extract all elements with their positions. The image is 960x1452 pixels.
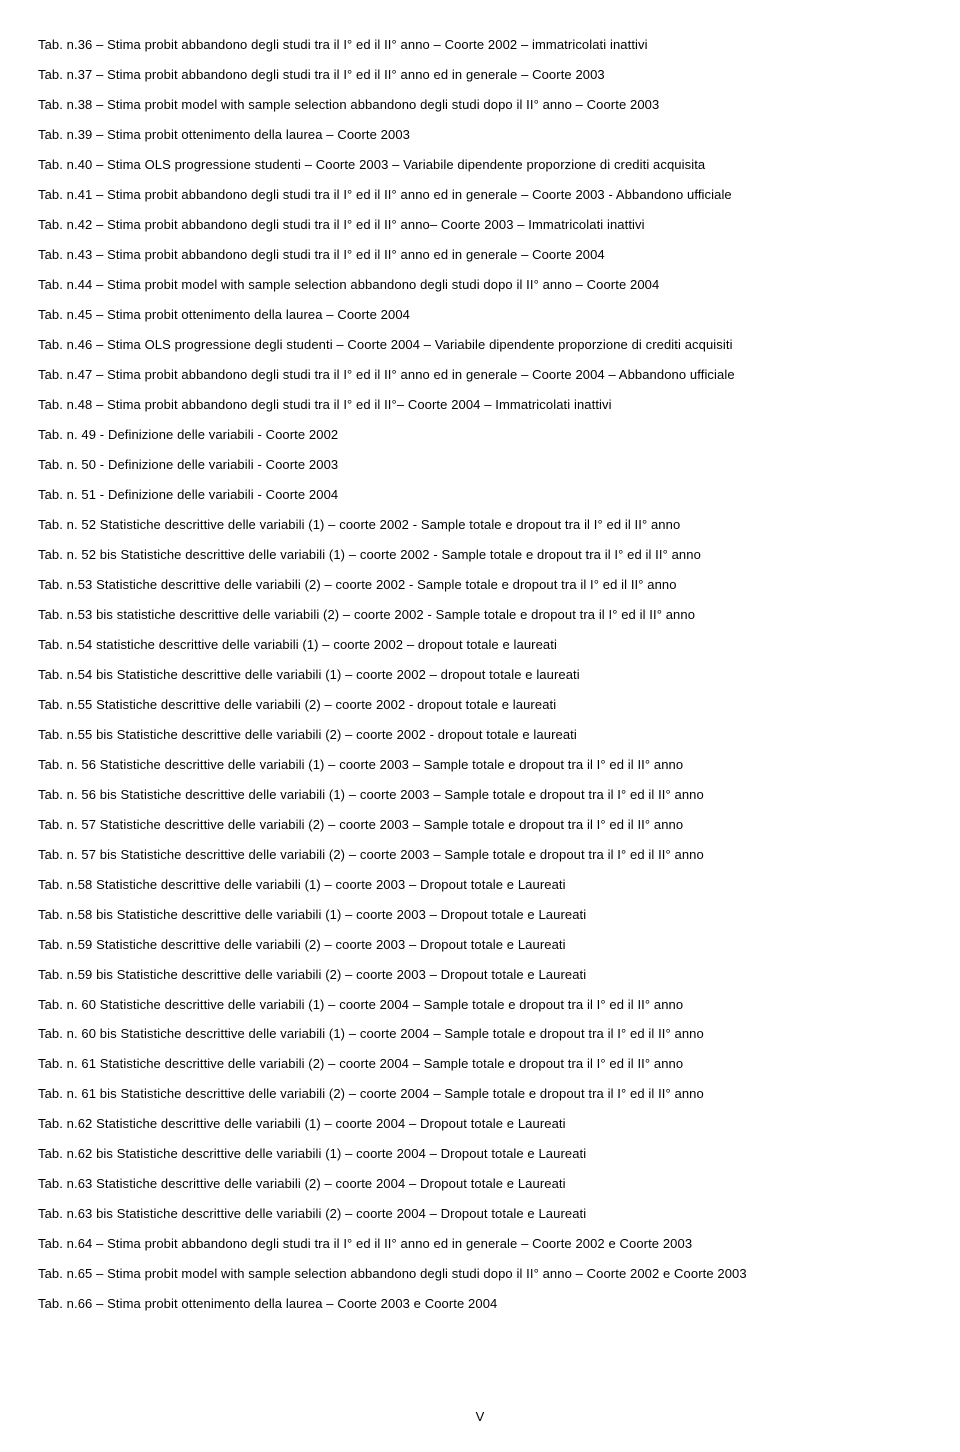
list-item: Tab. n.53 Statistiche descrittive delle … bbox=[38, 576, 922, 594]
list-item: Tab. n. 60 Statistiche descrittive delle… bbox=[38, 996, 922, 1014]
list-item: Tab. n. 61 bis Statistiche descrittive d… bbox=[38, 1085, 922, 1103]
list-item: Tab. n.66 – Stima probit ottenimento del… bbox=[38, 1295, 922, 1313]
list-item: Tab. n.44 – Stima probit model with samp… bbox=[38, 276, 922, 294]
list-item: Tab. n.55 bis Statistiche descrittive de… bbox=[38, 726, 922, 744]
list-item: Tab. n.54 statistiche descrittive delle … bbox=[38, 636, 922, 654]
list-item: Tab. n.41 – Stima probit abbandono degli… bbox=[38, 186, 922, 204]
list-item: Tab. n.38 – Stima probit model with samp… bbox=[38, 96, 922, 114]
list-item: Tab. n.45 – Stima probit ottenimento del… bbox=[38, 306, 922, 324]
list-item: Tab. n.47 – Stima probit abbandono degli… bbox=[38, 366, 922, 384]
list-item: Tab. n. 56 bis Statistiche descrittive d… bbox=[38, 786, 922, 804]
list-item: Tab. n. 61 Statistiche descrittive delle… bbox=[38, 1055, 922, 1073]
list-item: Tab. n.48 – Stima probit abbandono degli… bbox=[38, 396, 922, 414]
list-item: Tab. n. 57 Statistiche descrittive delle… bbox=[38, 816, 922, 834]
list-item: Tab. n. 52 bis Statistiche descrittive d… bbox=[38, 546, 922, 564]
list-item: Tab. n.59 Statistiche descrittive delle … bbox=[38, 936, 922, 954]
list-item: Tab. n.39 – Stima probit ottenimento del… bbox=[38, 126, 922, 144]
list-item: Tab. n.46 – Stima OLS progressione degli… bbox=[38, 336, 922, 354]
list-item: Tab. n.64 – Stima probit abbandono degli… bbox=[38, 1235, 922, 1253]
list-item: Tab. n.43 – Stima probit abbandono degli… bbox=[38, 246, 922, 264]
list-item: Tab. n.37 – Stima probit abbandono degli… bbox=[38, 66, 922, 84]
table-of-contents-list: Tab. n.36 – Stima probit abbandono degli… bbox=[38, 36, 922, 1314]
list-item: Tab. n.59 bis Statistiche descrittive de… bbox=[38, 966, 922, 984]
list-item: Tab. n.58 Statistiche descrittive delle … bbox=[38, 876, 922, 894]
list-item: Tab. n.53 bis statistiche descrittive de… bbox=[38, 606, 922, 624]
list-item: Tab. n. 50 - Definizione delle variabili… bbox=[38, 456, 922, 474]
list-item: Tab. n.36 – Stima probit abbandono degli… bbox=[38, 36, 922, 54]
list-item: Tab. n.54 bis Statistiche descrittive de… bbox=[38, 666, 922, 684]
document-page: Tab. n.36 – Stima probit abbandono degli… bbox=[0, 0, 960, 1452]
list-item: Tab. n.62 bis Statistiche descrittive de… bbox=[38, 1145, 922, 1163]
list-item: Tab. n.58 bis Statistiche descrittive de… bbox=[38, 906, 922, 924]
page-number: V bbox=[0, 1409, 960, 1424]
list-item: Tab. n. 60 bis Statistiche descrittive d… bbox=[38, 1025, 922, 1043]
list-item: Tab. n.62 Statistiche descrittive delle … bbox=[38, 1115, 922, 1133]
list-item: Tab. n. 51 - Definizione delle variabili… bbox=[38, 486, 922, 504]
list-item: Tab. n.42 – Stima probit abbandono degli… bbox=[38, 216, 922, 234]
list-item: Tab. n. 56 Statistiche descrittive delle… bbox=[38, 756, 922, 774]
list-item: Tab. n.63 Statistiche descrittive delle … bbox=[38, 1175, 922, 1193]
list-item: Tab. n.55 Statistiche descrittive delle … bbox=[38, 696, 922, 714]
list-item: Tab. n. 49 - Definizione delle variabili… bbox=[38, 426, 922, 444]
list-item: Tab. n.63 bis Statistiche descrittive de… bbox=[38, 1205, 922, 1223]
list-item: Tab. n. 52 Statistiche descrittive delle… bbox=[38, 516, 922, 534]
list-item: Tab. n.65 – Stima probit model with samp… bbox=[38, 1265, 922, 1283]
list-item: Tab. n. 57 bis Statistiche descrittive d… bbox=[38, 846, 922, 864]
list-item: Tab. n.40 – Stima OLS progressione stude… bbox=[38, 156, 922, 174]
